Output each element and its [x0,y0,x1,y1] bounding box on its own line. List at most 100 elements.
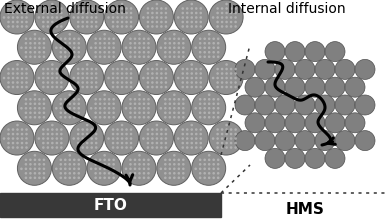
Circle shape [73,168,76,170]
Circle shape [47,133,49,135]
Circle shape [64,177,66,179]
Circle shape [42,146,45,149]
Circle shape [203,111,206,114]
Circle shape [147,158,150,161]
Circle shape [73,38,76,40]
Circle shape [209,0,243,34]
Circle shape [29,111,32,114]
Circle shape [90,128,93,131]
Circle shape [200,81,202,84]
Circle shape [47,7,49,10]
Circle shape [169,98,171,101]
Circle shape [217,163,220,166]
Circle shape [108,107,110,110]
Circle shape [164,72,167,75]
Circle shape [125,86,128,88]
Circle shape [151,16,154,19]
Circle shape [130,142,132,144]
Circle shape [99,98,102,101]
Circle shape [199,107,201,110]
Circle shape [345,113,365,133]
Circle shape [25,146,28,149]
Circle shape [186,16,188,19]
Circle shape [190,16,193,19]
Circle shape [212,158,215,161]
Circle shape [34,158,36,161]
Circle shape [81,133,84,135]
Circle shape [217,103,220,105]
Circle shape [125,168,127,170]
Circle shape [230,128,232,131]
Circle shape [35,0,69,34]
Circle shape [52,91,86,125]
Circle shape [130,12,132,14]
Circle shape [77,142,80,144]
Circle shape [212,42,215,45]
Circle shape [86,63,88,66]
Circle shape [151,7,154,10]
Circle shape [81,25,84,28]
Circle shape [86,16,88,19]
Bar [0,193,221,217]
Circle shape [99,42,102,45]
Circle shape [42,77,45,79]
Circle shape [285,148,305,168]
Circle shape [216,142,219,144]
Circle shape [156,142,158,144]
Circle shape [134,42,136,45]
Circle shape [160,146,163,149]
Circle shape [181,142,184,144]
Circle shape [68,38,71,40]
Circle shape [125,68,128,70]
Circle shape [199,42,201,45]
Circle shape [112,42,115,45]
Circle shape [95,128,98,131]
Circle shape [68,177,71,179]
Circle shape [182,51,185,53]
Circle shape [208,55,210,58]
Circle shape [108,98,110,101]
Circle shape [125,72,128,75]
Circle shape [25,177,27,179]
Circle shape [208,51,210,53]
Circle shape [186,142,188,144]
Circle shape [29,168,32,170]
Circle shape [182,177,185,179]
Circle shape [216,25,219,28]
Circle shape [42,72,45,75]
Circle shape [178,158,180,161]
Circle shape [129,103,132,105]
Circle shape [134,38,136,40]
Circle shape [17,151,51,185]
Circle shape [125,142,128,144]
Circle shape [169,55,171,58]
Circle shape [199,172,201,175]
Circle shape [305,42,325,62]
Circle shape [112,38,115,40]
Circle shape [95,7,98,10]
Circle shape [156,3,158,5]
Circle shape [147,77,149,79]
Circle shape [151,81,154,84]
Circle shape [212,46,215,49]
Circle shape [230,68,232,70]
Circle shape [25,38,27,40]
Circle shape [42,103,45,105]
Circle shape [225,68,228,70]
Circle shape [95,12,98,14]
Circle shape [147,98,150,101]
Circle shape [64,46,66,49]
Circle shape [217,168,220,170]
Circle shape [42,168,45,170]
Circle shape [116,86,119,88]
Circle shape [121,72,124,75]
Circle shape [21,68,23,70]
Circle shape [147,46,150,49]
Circle shape [147,116,150,119]
Circle shape [181,72,184,75]
Circle shape [95,77,98,79]
Circle shape [234,146,237,149]
Circle shape [138,172,141,175]
Circle shape [94,38,97,40]
Circle shape [112,172,115,175]
